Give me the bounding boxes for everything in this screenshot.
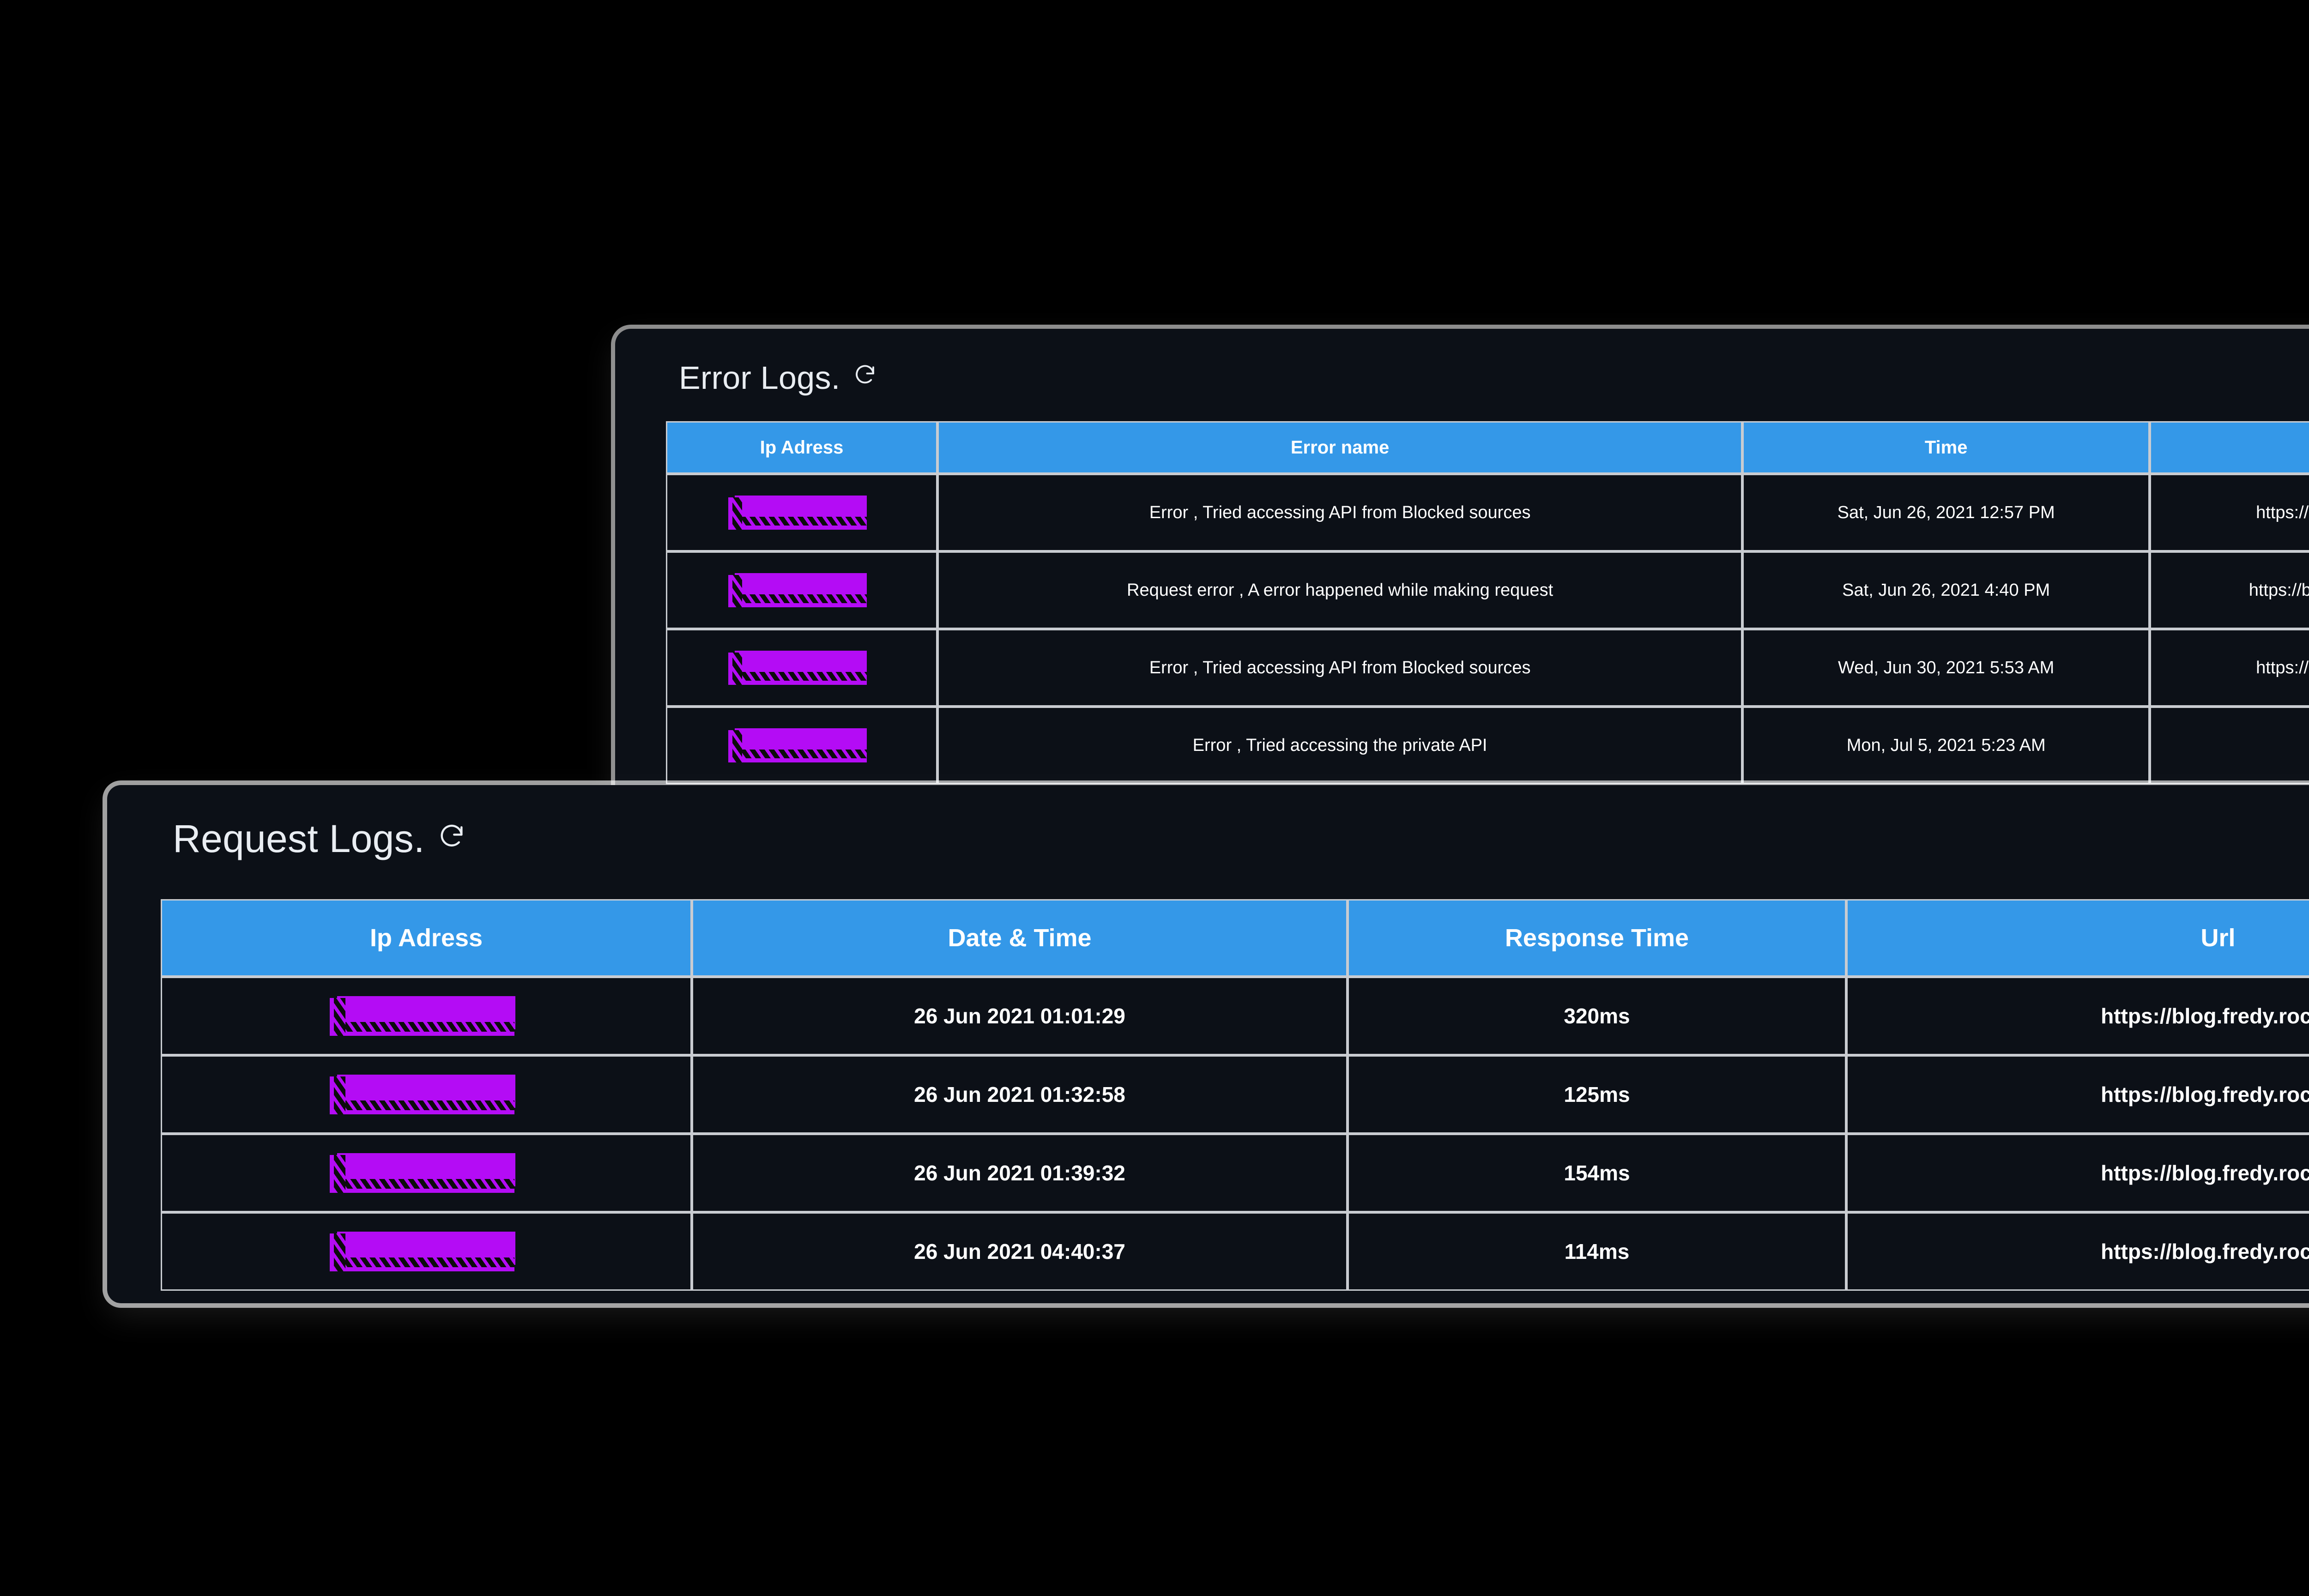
error-cell-ip [666, 551, 938, 629]
error-cell-url [2150, 707, 2309, 784]
request-cell-response: 114ms [1348, 1212, 1846, 1291]
redacted-ip-address [728, 573, 867, 607]
request-cell-datetime: 26 Jun 2021 01:39:32 [692, 1134, 1348, 1212]
refresh-icon[interactable] [437, 818, 466, 857]
request-cell-response: 125ms [1348, 1055, 1846, 1134]
error-col-name[interactable]: Error name [937, 421, 1743, 474]
redacted-ip-address [330, 1075, 515, 1114]
redacted-ip-address [728, 496, 867, 530]
error-col-time[interactable]: Time [1742, 421, 2150, 474]
error-cell-name: Request error , A error happened while m… [937, 551, 1743, 629]
request-cell-response: 154ms [1348, 1134, 1846, 1212]
table-row: Error , Tried accessing API from Blocked… [666, 474, 2309, 551]
request-col-ip[interactable]: Ip Adress [161, 899, 692, 977]
error-logs-title-text: Error Logs. [679, 360, 840, 396]
error-col-ip[interactable]: Ip Adress [666, 421, 938, 474]
refresh-icon[interactable] [852, 360, 877, 392]
request-cell-url: https://blog.fredy.rocks [1846, 1134, 2309, 1212]
error-cell-time: Mon, Jul 5, 2021 5:23 AM [1742, 707, 2150, 784]
table-row: 26 Jun 2021 01:32:58 125ms https://blog.… [161, 1055, 2309, 1134]
redacted-ip-address [330, 996, 515, 1036]
request-col-response[interactable]: Response Time [1348, 899, 1846, 977]
table-row: 26 Jun 2021 01:01:29 320ms https://blog.… [161, 977, 2309, 1055]
request-cell-url: https://blog.fredy.rocks [1846, 977, 2309, 1055]
table-row: 26 Jun 2021 04:40:37 114ms https://blog.… [161, 1212, 2309, 1291]
redacted-ip-address [728, 728, 867, 762]
request-logs-card: Request Logs. Ip Adress Date & Time Resp… [107, 785, 2309, 1303]
error-cell-name: Error , Tried accessing API from Blocked… [937, 474, 1743, 551]
request-cell-url: https://blog.fredy.rocks [1846, 1055, 2309, 1134]
error-col-url[interactable]: Url [2150, 421, 2309, 474]
request-col-datetime[interactable]: Date & Time [692, 899, 1348, 977]
error-logs-table: Ip Adress Error name Time Url Logs Repor… [666, 421, 2309, 784]
error-cell-url: https://hoppscotch.io [2150, 474, 2309, 551]
table-row: Error , Tried accessing the private API … [666, 707, 2309, 784]
request-cell-response: 320ms [1348, 977, 1846, 1055]
error-logs-title: Error Logs. [679, 359, 2309, 396]
error-cell-ip [666, 474, 938, 551]
error-cell-ip [666, 629, 938, 707]
request-cell-ip [161, 1055, 692, 1134]
table-row: Request error , A error happened while m… [666, 551, 2309, 629]
request-col-url[interactable]: Url [1846, 899, 2309, 977]
request-cell-ip [161, 1134, 692, 1212]
error-table-header-row: Ip Adress Error name Time Url Logs Repor… [666, 421, 2309, 474]
error-cell-time: Sat, Jun 26, 2021 12:57 PM [1742, 474, 2150, 551]
request-cell-ip [161, 1212, 692, 1291]
error-cell-time: Wed, Jun 30, 2021 5:53 AM [1742, 629, 2150, 707]
error-cell-time: Sat, Jun 26, 2021 4:40 PM [1742, 551, 2150, 629]
error-cell-name: Error , Tried accessing API from Blocked… [937, 629, 1743, 707]
error-cell-ip [666, 707, 938, 784]
table-row: Error , Tried accessing API from Blocked… [666, 629, 2309, 707]
error-cell-url: https://blog.fredy.rocks [2150, 551, 2309, 629]
error-cell-name: Error , Tried accessing the private API [937, 707, 1743, 784]
table-row: 26 Jun 2021 01:39:32 154ms https://blog.… [161, 1134, 2309, 1212]
request-cell-url: https://blog.fredy.rocks [1846, 1212, 2309, 1291]
error-logs-card: Error Logs. Ip Adress Error name Time Ur… [615, 329, 2309, 870]
request-cell-datetime: 26 Jun 2021 01:01:29 [692, 977, 1348, 1055]
request-cell-datetime: 26 Jun 2021 04:40:37 [692, 1212, 1348, 1291]
error-cell-url: https://hoppscotch.io [2150, 629, 2309, 707]
redacted-ip-address [330, 1232, 515, 1271]
request-logs-title: Request Logs. [173, 816, 2309, 861]
request-cell-ip [161, 977, 692, 1055]
request-table-header-row: Ip Adress Date & Time Response Time Url [161, 899, 2309, 977]
request-cell-datetime: 26 Jun 2021 01:32:58 [692, 1055, 1348, 1134]
redacted-ip-address [330, 1153, 515, 1193]
request-logs-title-text: Request Logs. [173, 817, 425, 860]
request-logs-table: Ip Adress Date & Time Response Time Url … [161, 899, 2309, 1291]
redacted-ip-address [728, 651, 867, 685]
